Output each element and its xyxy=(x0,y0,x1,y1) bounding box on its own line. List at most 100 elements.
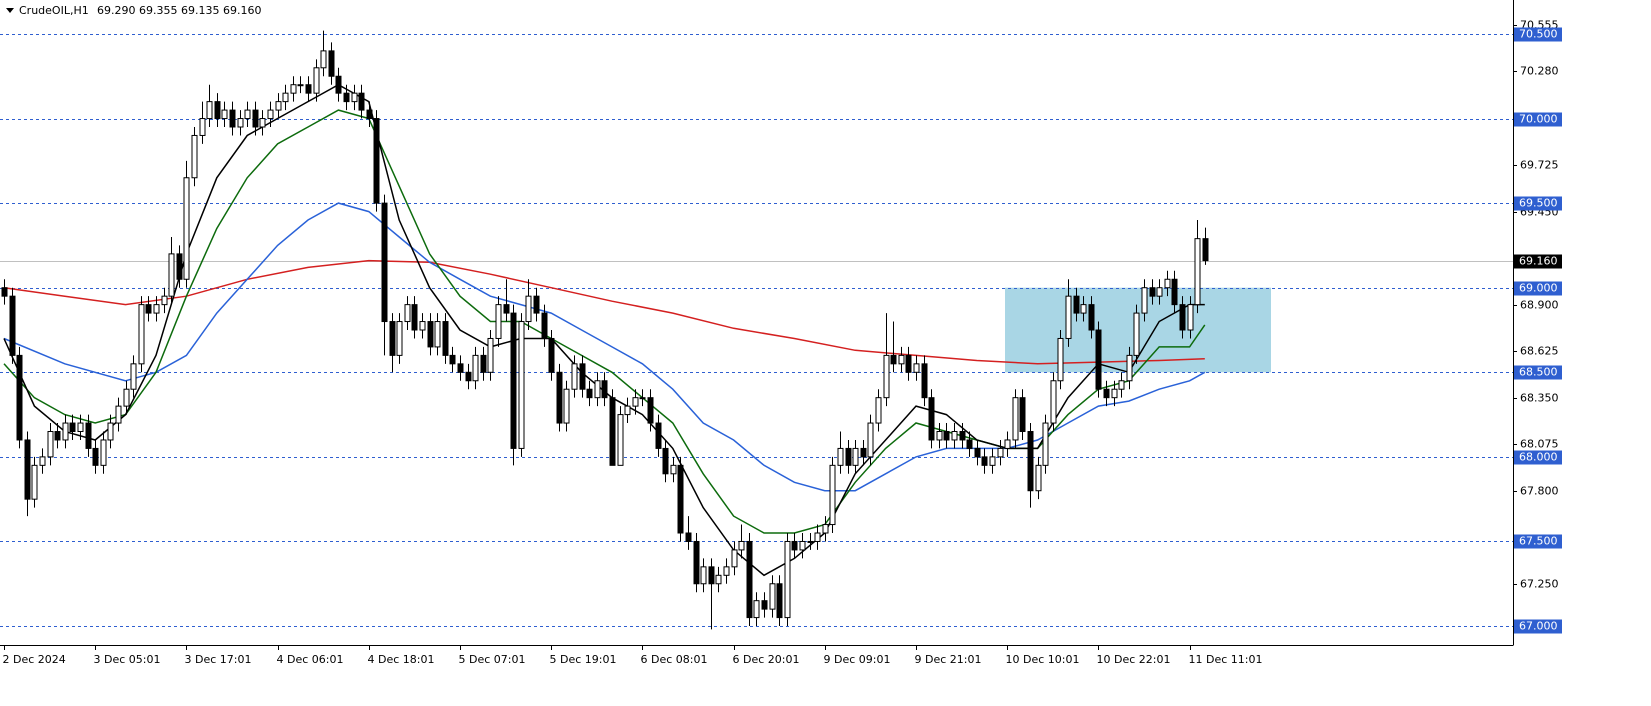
candle-body xyxy=(1179,304,1186,331)
candle-body xyxy=(753,600,760,619)
candle-body xyxy=(495,304,502,339)
candle-body xyxy=(1027,431,1034,492)
candle-body xyxy=(100,439,107,466)
candle-body xyxy=(191,134,198,179)
candle-body xyxy=(867,422,874,458)
candle-body xyxy=(214,101,221,120)
y-tick-label: 70.280 xyxy=(1520,65,1559,78)
candle-body xyxy=(632,397,639,407)
y-tick-label: 67.800 xyxy=(1520,485,1559,498)
candle-body xyxy=(571,363,578,390)
candle-body xyxy=(419,321,426,331)
candle-body xyxy=(1042,422,1049,466)
candle-body xyxy=(852,447,859,466)
candle-body xyxy=(594,380,601,399)
candle-body xyxy=(685,532,692,542)
candle-body xyxy=(244,109,251,120)
candle-body xyxy=(1103,388,1110,399)
candle-body xyxy=(1156,287,1163,297)
candle-body xyxy=(662,447,669,475)
candle-body xyxy=(115,405,122,424)
candle-body xyxy=(229,109,236,128)
x-tick-label: 4 Dec 18:01 xyxy=(368,653,435,666)
candle-body xyxy=(465,371,472,382)
candle-body xyxy=(905,354,912,373)
candle-body xyxy=(731,549,738,568)
candle-body xyxy=(130,363,137,390)
open-value: 69.290 xyxy=(97,4,136,17)
candle-body xyxy=(427,321,434,348)
candle-body xyxy=(267,109,274,120)
candle-body xyxy=(1111,388,1118,399)
candle-body xyxy=(936,431,943,441)
y-tick-label: 67.250 xyxy=(1520,578,1559,591)
candle-body xyxy=(822,524,829,534)
y-tick-label: 69.725 xyxy=(1520,159,1559,172)
candle-body xyxy=(62,422,69,441)
level-label-box xyxy=(1514,365,1562,380)
candle-body xyxy=(54,431,61,441)
x-tick-label: 11 Dec 11:01 xyxy=(1189,653,1263,666)
candle-body xyxy=(366,109,373,120)
x-tick-label: 10 Dec 22:01 xyxy=(1097,653,1171,666)
candle-body xyxy=(237,118,244,128)
x-tick-label: 9 Dec 21:01 xyxy=(915,653,982,666)
candle-body xyxy=(153,304,160,314)
menu-triangle[interactable] xyxy=(6,8,14,13)
candle-body xyxy=(351,92,358,103)
candle-body xyxy=(297,84,304,87)
candle-body xyxy=(252,109,259,128)
candle-body xyxy=(449,354,456,365)
candle-body xyxy=(693,540,700,585)
candle-body xyxy=(951,431,958,441)
candle-body xyxy=(510,312,517,449)
candle-body xyxy=(358,92,365,111)
candle-body xyxy=(708,566,715,585)
candle-body xyxy=(373,118,380,204)
candle-body xyxy=(624,405,631,416)
candle-body xyxy=(837,447,844,466)
level-label: 69.000 xyxy=(1519,282,1558,295)
candle-body xyxy=(199,118,206,136)
candle-body xyxy=(335,75,342,94)
candle-body xyxy=(1133,312,1140,356)
y-tick-label: 68.625 xyxy=(1520,345,1559,358)
candle-body xyxy=(617,414,624,466)
candle-body xyxy=(989,456,996,466)
candle-body xyxy=(518,321,525,449)
candle-body xyxy=(305,84,312,94)
high-value: 69.355 xyxy=(139,4,178,17)
candle-body xyxy=(533,295,540,314)
candle-body xyxy=(39,456,46,466)
candle-body xyxy=(784,540,791,619)
candle-body xyxy=(981,456,988,466)
candle-body xyxy=(480,354,487,373)
candle-body xyxy=(290,84,297,94)
candle-body xyxy=(16,354,23,441)
candle-body xyxy=(677,464,684,534)
candle-body xyxy=(85,422,92,449)
candle-body xyxy=(1141,287,1148,314)
candle-body xyxy=(176,253,183,280)
symbol: CrudeOIL,H1 xyxy=(19,4,89,17)
x-tick-label: 6 Dec 08:01 xyxy=(641,653,708,666)
level-label-box xyxy=(1514,112,1562,127)
candle-body xyxy=(69,422,76,433)
candle-body xyxy=(1050,380,1057,424)
candle-body xyxy=(145,304,152,314)
candle-body xyxy=(875,397,882,424)
candle-body xyxy=(921,363,928,399)
candle-body xyxy=(1057,337,1064,382)
level-label: 68.000 xyxy=(1519,451,1558,464)
candle-body xyxy=(974,447,981,458)
x-tick-label: 6 Dec 20:01 xyxy=(733,653,800,666)
level-label-box xyxy=(1514,196,1562,211)
candle-body xyxy=(814,532,821,542)
candle-body xyxy=(434,321,441,348)
candle-body xyxy=(1004,439,1011,449)
candle-body xyxy=(1164,278,1171,289)
candle-body xyxy=(1065,295,1072,339)
candle-body xyxy=(313,67,320,94)
